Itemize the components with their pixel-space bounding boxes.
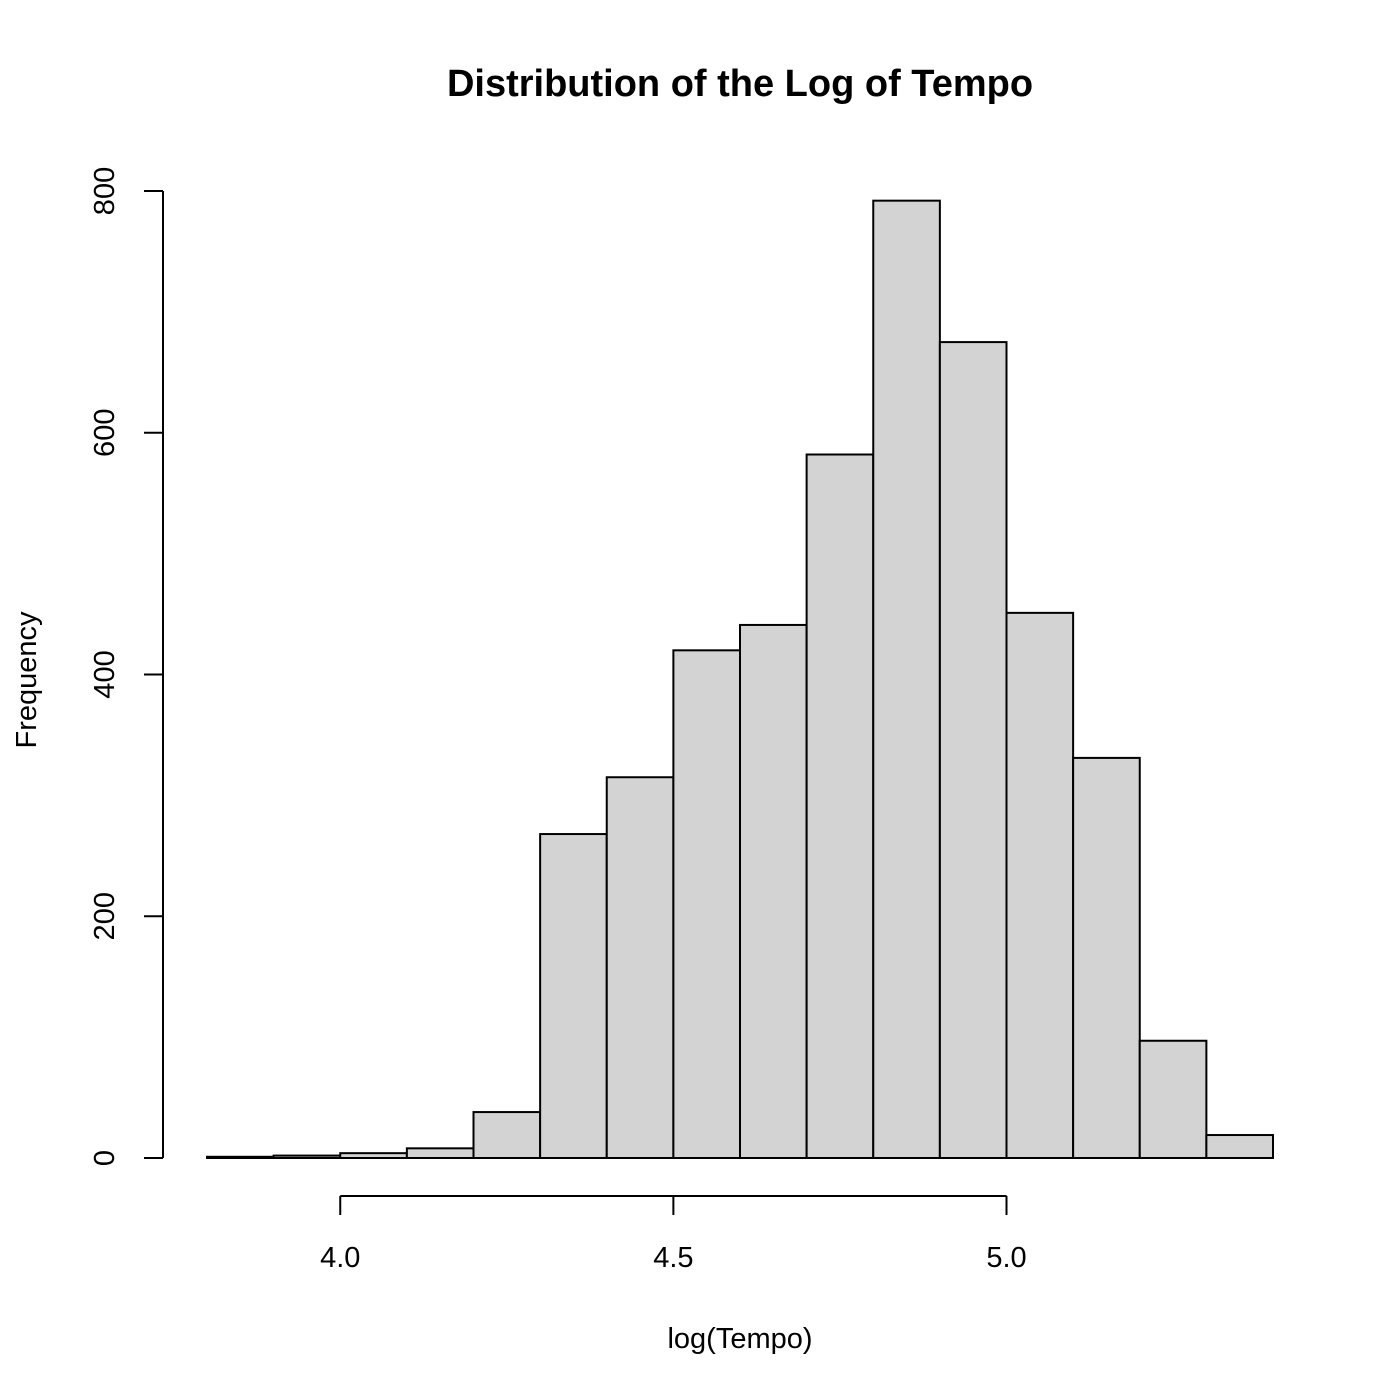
x-tick-label: 5.0 xyxy=(986,1242,1026,1274)
x-tick-label: 4.5 xyxy=(653,1242,693,1274)
histogram-bar xyxy=(339,1152,408,1160)
y-tick-label: 600 xyxy=(89,409,121,457)
histogram-bar xyxy=(206,1155,275,1160)
y-axis-label: Frequency xyxy=(11,611,43,749)
chart-title: Distribution of the Log of Tempo xyxy=(447,63,1033,105)
y-tick-label: 200 xyxy=(89,892,121,940)
histogram-bar xyxy=(539,833,608,1159)
histogram-bar xyxy=(472,1111,542,1160)
histogram-bar xyxy=(872,199,941,1160)
y-tick-label: 0 xyxy=(89,1150,121,1166)
histogram-bar xyxy=(605,776,675,1160)
y-tick-label: 800 xyxy=(89,167,121,215)
x-tick-label: 4.0 xyxy=(320,1242,360,1274)
y-axis: 0 200 400 600 800 xyxy=(89,167,164,1166)
histogram-bar xyxy=(805,453,875,1159)
bars-group xyxy=(206,199,1274,1160)
y-tick-label: 400 xyxy=(89,650,121,698)
histogram-bar xyxy=(405,1147,475,1159)
histogram-bar xyxy=(739,623,808,1159)
histogram-bar xyxy=(272,1154,342,1160)
histogram-bar xyxy=(1005,611,1075,1159)
histogram-bar xyxy=(1138,1039,1208,1159)
x-axis: 4.0 4.5 5.0 xyxy=(320,1195,1027,1274)
histogram-bar xyxy=(938,341,1008,1159)
histogram-bar xyxy=(1072,756,1141,1159)
x-axis-label: log(Tempo) xyxy=(667,1323,812,1355)
histogram-bar xyxy=(672,649,741,1159)
histogram-bar xyxy=(1205,1134,1274,1159)
